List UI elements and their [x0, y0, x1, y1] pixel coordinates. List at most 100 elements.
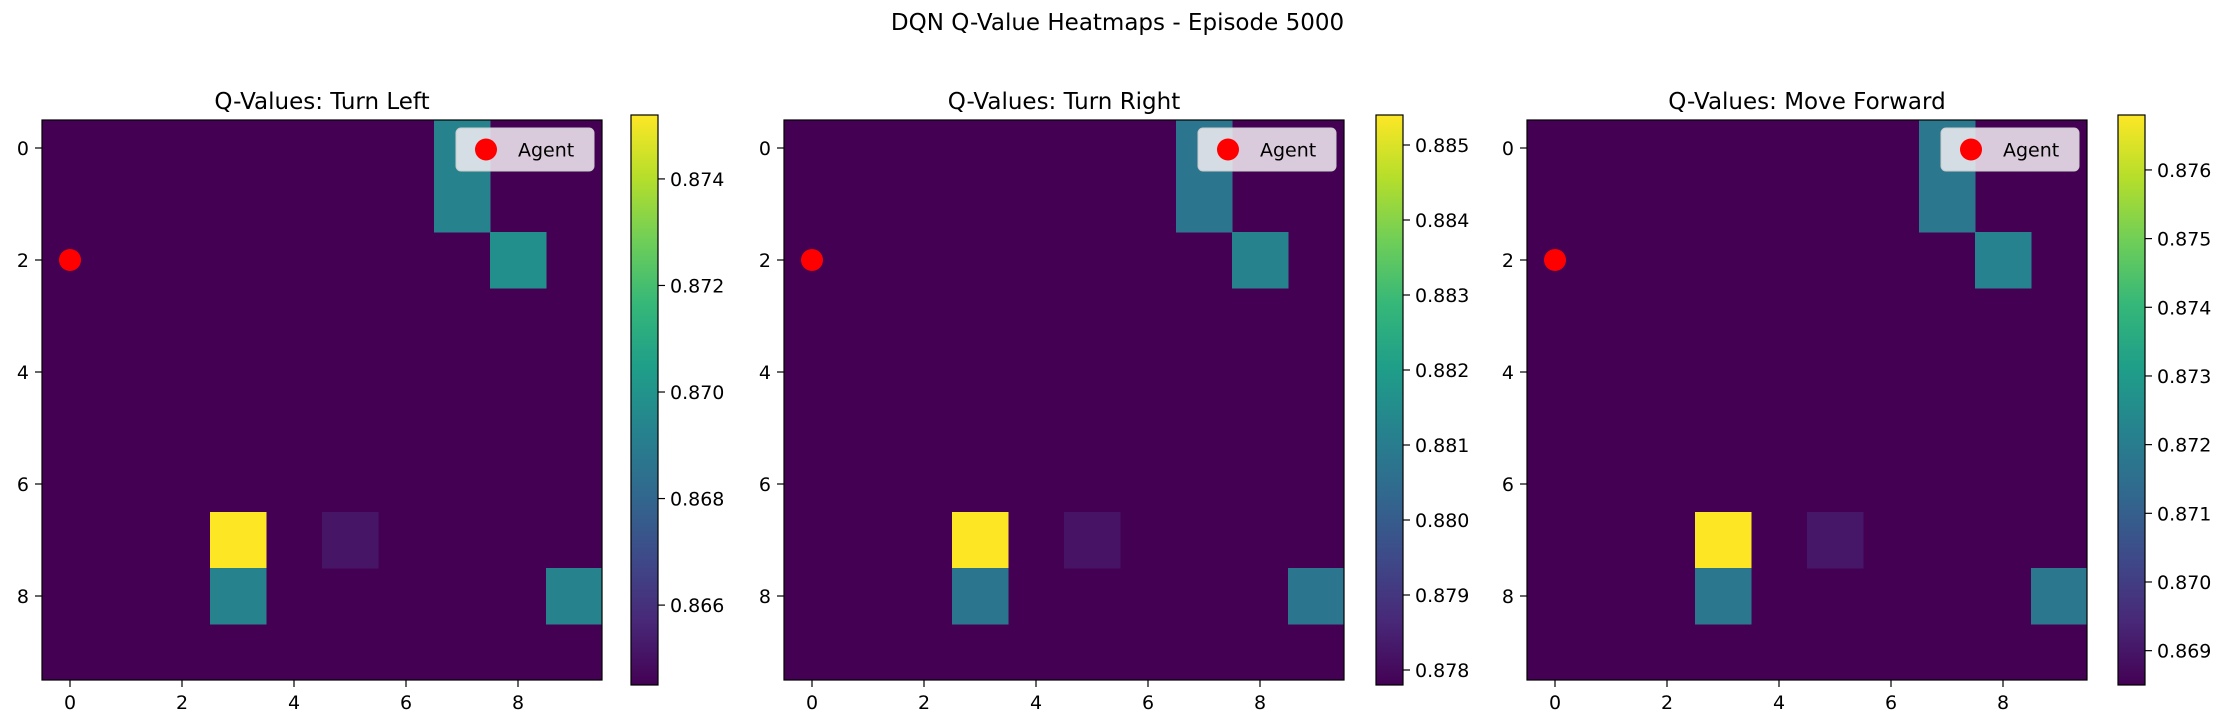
heatmap-panel-1: Q-Values: Turn Left 0 2 4 6 8 0 2 4 6 8 Agent 0.866 0… [17, 89, 725, 714]
legend-label: Agent [518, 140, 574, 162]
colorbar-tick-label: 0.879 [1415, 585, 1469, 607]
y-tick-label: 6 [759, 474, 771, 496]
heatmap-background [784, 120, 1344, 680]
heatmap-background [1527, 120, 2087, 680]
x-tick-label: 0 [64, 692, 76, 714]
heatmap-cell [1807, 512, 1864, 569]
y-tick-label: 4 [1502, 362, 1514, 384]
colorbar-tick-label: 0.874 [670, 169, 724, 191]
colorbar-tick-label: 0.869 [2157, 641, 2211, 663]
heatmap-cell [434, 176, 491, 233]
heatmap-cell [1975, 232, 2032, 289]
colorbar-tick-label: 0.872 [670, 275, 724, 297]
colorbar [2117, 114, 2146, 686]
heatmap-cell [1232, 232, 1289, 289]
legend-box [455, 127, 595, 172]
agent-marker [1544, 249, 1566, 271]
legend-label: Agent [1260, 140, 1316, 162]
x-tick-label: 0 [806, 692, 818, 714]
heatmap-cell [1919, 176, 1976, 233]
legend-label: Agent [2003, 140, 2059, 162]
x-tick-label: 2 [1661, 692, 1673, 714]
heatmap-cell [1695, 568, 1752, 625]
heatmap-cell [1176, 176, 1233, 233]
colorbar-tick-label: 0.874 [2157, 297, 2211, 319]
agent-marker [801, 249, 823, 271]
colorbar-tick-label: 0.885 [1415, 135, 1469, 157]
x-tick-label: 2 [176, 692, 188, 714]
heatmap-cell [322, 512, 379, 569]
colorbar-tick-label: 0.868 [670, 489, 724, 511]
x-tick-label: 8 [1254, 692, 1266, 714]
colorbar [1375, 114, 1404, 686]
legend-agent-marker [1960, 138, 1982, 161]
y-tick-label: 0 [759, 138, 771, 160]
colorbar-tick-label: 0.872 [2157, 435, 2211, 457]
colorbar-tick-label: 0.882 [1415, 360, 1469, 382]
panel-title: Q-Values: Turn Left [214, 89, 429, 115]
heatmap-panel-3: Q-Values: Move Forward 0 2 4 6 8 0 2 4 6 8 Agent 0.8… [1502, 89, 2212, 714]
legend: Agent [1940, 127, 2080, 172]
y-tick-label: 8 [759, 586, 771, 608]
colorbar-tick-label: 0.873 [2157, 366, 2211, 388]
colorbar-tick-label: 0.870 [670, 382, 724, 404]
y-tick-label: 2 [1502, 250, 1514, 272]
axes-frame [41, 119, 603, 681]
x-tick-label: 8 [1997, 692, 2009, 714]
x-tick-label: 6 [400, 692, 412, 714]
panel-title: Q-Values: Move Forward [1668, 89, 1945, 115]
legend: Agent [1197, 127, 1337, 172]
x-tick-label: 8 [512, 692, 524, 714]
colorbar-tick-label: 0.876 [2157, 160, 2211, 182]
y-tick-label: 6 [17, 474, 29, 496]
y-tick-label: 0 [17, 138, 29, 160]
colorbar-tick-label: 0.883 [1415, 285, 1469, 307]
y-tick-label: 0 [1502, 138, 1514, 160]
agent-marker [59, 249, 81, 271]
heatmap-cell [1695, 512, 1752, 569]
heatmap-cell [952, 568, 1009, 625]
colorbar-tick-label: 0.878 [1415, 660, 1469, 682]
x-tick-label: 4 [1773, 692, 1785, 714]
colorbar-tick-label: 0.884 [1415, 210, 1469, 232]
colorbar-tick-label: 0.875 [2157, 229, 2211, 251]
axes-frame [783, 119, 1345, 681]
legend-agent-marker [475, 138, 497, 161]
axes-frame [1526, 119, 2088, 681]
heatmap-cell [2031, 568, 2088, 625]
panel-title: Q-Values: Turn Right [948, 89, 1181, 115]
heatmap-cell [952, 512, 1009, 569]
heatmap-cell [1288, 568, 1345, 625]
colorbar-tick-label: 0.871 [2157, 503, 2211, 525]
y-tick-label: 4 [759, 362, 771, 384]
heatmap-cell [546, 568, 603, 625]
heatmap-panel-2: Q-Values: Turn Right 0 2 4 6 8 0 2 4 6 8 Agent 0.878… [759, 89, 1470, 714]
y-tick-label: 4 [17, 362, 29, 384]
colorbar-tick-label: 0.866 [670, 595, 724, 617]
heatmap-cell [210, 512, 267, 569]
figure-title: DQN Q-Value Heatmaps - Episode 5000 [890, 10, 1345, 36]
y-tick-label: 2 [759, 250, 771, 272]
y-tick-label: 8 [17, 586, 29, 608]
legend-box [1940, 127, 2080, 172]
legend-agent-marker [1217, 138, 1239, 161]
heatmap-cell [490, 232, 547, 289]
y-tick-label: 6 [1502, 474, 1514, 496]
colorbar-tick-label: 0.880 [1415, 510, 1469, 532]
legend-box [1197, 127, 1337, 172]
x-tick-label: 6 [1885, 692, 1897, 714]
x-tick-label: 4 [288, 692, 300, 714]
colorbar-tick-label: 0.881 [1415, 435, 1469, 457]
y-tick-label: 2 [17, 250, 29, 272]
x-tick-label: 2 [918, 692, 930, 714]
heatmap-cell [1064, 512, 1121, 569]
y-tick-label: 8 [1502, 586, 1514, 608]
colorbar-tick-label: 0.870 [2157, 572, 2211, 594]
heatmap-cell [210, 568, 267, 625]
x-tick-label: 6 [1142, 692, 1154, 714]
x-tick-label: 4 [1030, 692, 1042, 714]
legend: Agent [455, 127, 595, 172]
x-tick-label: 0 [1549, 692, 1561, 714]
colorbar [630, 114, 659, 686]
